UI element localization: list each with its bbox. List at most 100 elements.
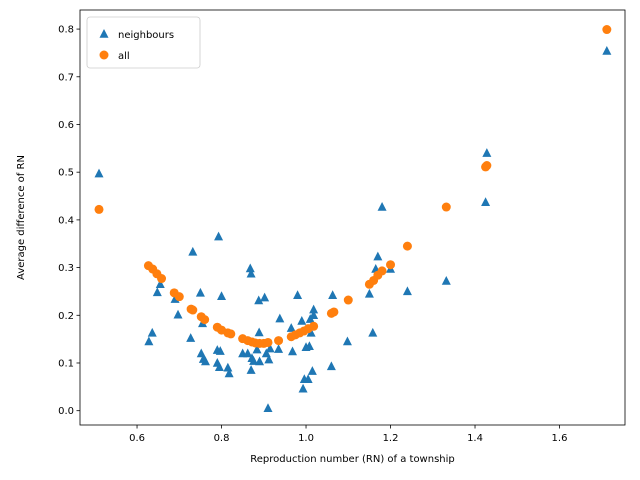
x-tick-label: 1.6 (552, 433, 568, 444)
point-all (377, 266, 387, 276)
point-neighbours (303, 374, 313, 383)
point-neighbours (307, 366, 317, 375)
point-neighbours (402, 286, 412, 296)
point-neighbours (223, 362, 233, 372)
point-neighbours (342, 336, 352, 346)
point-neighbours (364, 288, 374, 298)
point-neighbours (274, 344, 284, 353)
point-neighbours (328, 290, 338, 300)
point-neighbours (155, 279, 165, 289)
x-tick-label: 0.8 (214, 433, 230, 444)
point-neighbours (298, 383, 308, 393)
point-neighbours (254, 327, 264, 337)
point-neighbours (243, 348, 253, 358)
legend-box (86, 16, 201, 69)
legend: neighbours all (86, 16, 201, 69)
y-tick-label: 0.8 (58, 25, 74, 36)
y-tick-label: 0.1 (58, 358, 74, 369)
point-all (441, 202, 451, 212)
point-neighbours (263, 403, 273, 413)
x-tick-label: 1.2 (383, 433, 399, 444)
point-all (200, 315, 210, 325)
point-neighbours (264, 354, 274, 364)
point-neighbours (481, 197, 491, 206)
point-neighbours (152, 287, 162, 297)
point-neighbours (252, 344, 262, 354)
point-neighbours (254, 295, 264, 305)
point-neighbours (200, 356, 210, 366)
point-all (402, 241, 412, 251)
point-neighbours (94, 168, 104, 178)
point-neighbours (214, 362, 224, 372)
point-neighbours (186, 333, 196, 342)
point-neighbours (377, 202, 387, 211)
point-all (309, 321, 319, 331)
y-axis-ticks: 0.0 0.1 0.2 0.3 0.4 0.5 0.6 0.7 0.8 (58, 25, 80, 417)
point-neighbours (275, 313, 285, 323)
data-marks (94, 25, 612, 413)
point-neighbours (441, 275, 451, 285)
point-all (226, 329, 236, 339)
point-neighbours (173, 309, 183, 319)
point-all (188, 305, 198, 315)
point-neighbours (249, 356, 259, 365)
point-neighbours (261, 348, 271, 358)
point-all (602, 25, 612, 35)
point-neighbours (195, 287, 205, 297)
point-neighbours (147, 327, 157, 337)
point-neighbours (217, 291, 227, 300)
point-all (157, 274, 167, 284)
point-all (274, 336, 284, 346)
legend-label-all: all (118, 51, 130, 62)
point-neighbours (260, 292, 270, 302)
x-tick-label: 0.6 (129, 433, 145, 444)
point-neighbours (255, 356, 265, 366)
point-neighbours (245, 263, 255, 273)
plot-background (80, 10, 625, 425)
point-neighbours (293, 290, 303, 300)
x-tick-label: 1.4 (467, 433, 483, 444)
y-tick-label: 0.6 (58, 120, 74, 131)
y-tick-label: 0.4 (58, 215, 74, 226)
point-neighbours (368, 327, 378, 337)
point-neighbours (246, 365, 256, 374)
y-tick-label: 0.2 (58, 311, 74, 322)
point-neighbours (188, 246, 198, 256)
point-neighbours (144, 336, 154, 346)
y-axis-label: Average difference of RN (16, 155, 27, 280)
x-axis-label: Reproduction number (RN) of a township (250, 454, 455, 465)
legend-marker-neighbours (99, 29, 109, 38)
point-neighbours (309, 310, 319, 320)
point-neighbours (306, 327, 316, 337)
point-neighbours (482, 148, 492, 157)
point-all (386, 260, 396, 270)
point-neighbours (214, 231, 224, 241)
point-neighbours (265, 343, 275, 353)
point-neighbours (246, 268, 256, 278)
point-neighbours (602, 46, 612, 55)
y-tick-label: 0.3 (58, 263, 74, 274)
x-tick-label: 1.0 (298, 433, 314, 444)
point-neighbours (224, 368, 234, 378)
point-all (174, 292, 184, 302)
x-axis-ticks: 0.6 0.8 1.0 1.2 1.4 1.6 (129, 425, 567, 444)
point-all (343, 295, 353, 305)
point-all (94, 204, 104, 214)
point-neighbours (304, 341, 314, 351)
point-neighbours (288, 346, 298, 356)
y-tick-label: 0.7 (58, 72, 74, 83)
legend-marker-all (99, 50, 109, 60)
y-tick-label: 0.5 (58, 168, 74, 179)
point-neighbours (286, 323, 296, 332)
point-neighbours (297, 316, 307, 325)
point-neighbours (215, 346, 225, 355)
point-all (482, 161, 492, 171)
point-all (329, 307, 339, 317)
point-all (263, 337, 273, 347)
legend-label-neighbours: neighbours (118, 30, 174, 41)
point-neighbours (373, 251, 383, 261)
point-neighbours (309, 304, 319, 314)
y-tick-label: 0.0 (58, 406, 74, 417)
point-neighbours (326, 361, 336, 371)
